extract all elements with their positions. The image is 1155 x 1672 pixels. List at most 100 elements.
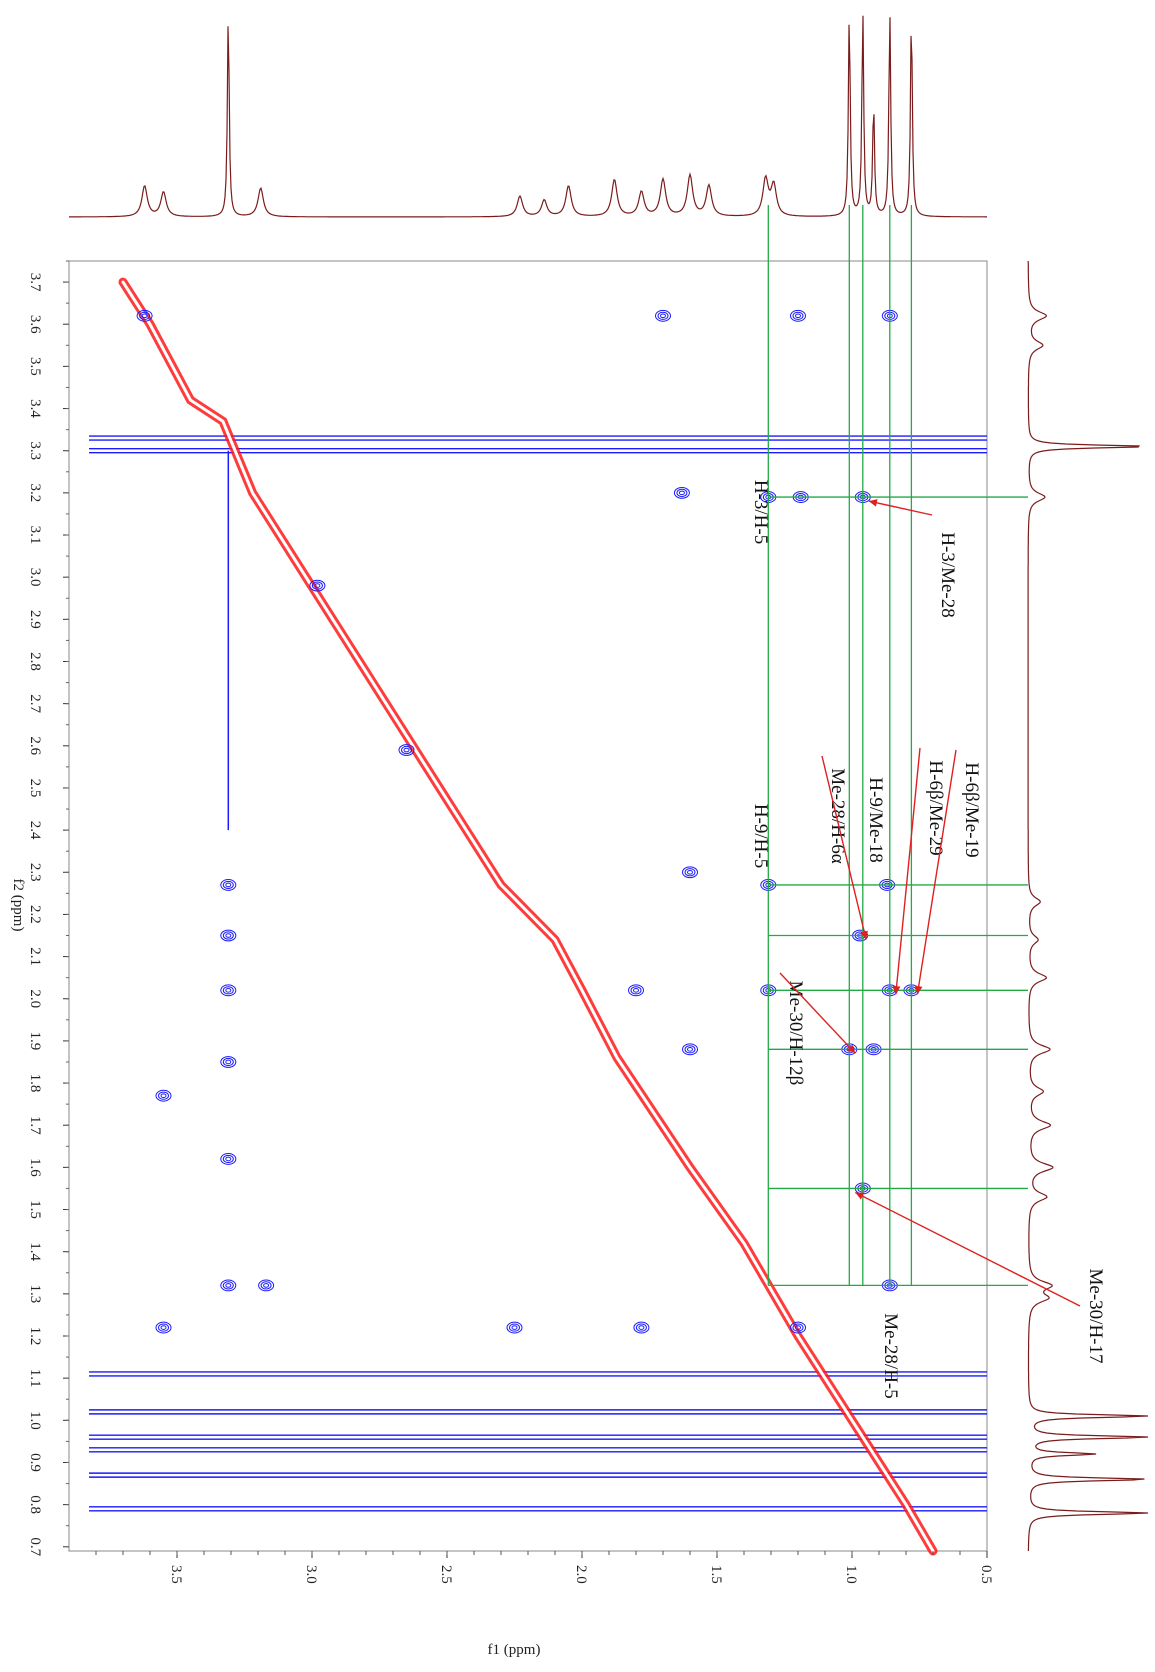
arrow-head bbox=[868, 499, 878, 507]
cross-peak bbox=[660, 313, 666, 319]
cross-peak bbox=[263, 1283, 270, 1288]
cross-peak bbox=[506, 1321, 523, 1334]
arrow-head bbox=[892, 985, 901, 995]
y-tick-label: 3.2 bbox=[27, 483, 43, 502]
f2-projection bbox=[1027, 261, 1149, 1551]
cross-peak bbox=[136, 309, 153, 322]
cross-peak bbox=[155, 1321, 172, 1334]
y-tick-label: 1.8 bbox=[27, 1074, 43, 1093]
annotation-label: Me-30/H-12β bbox=[785, 981, 806, 1086]
x-tick-label: 2.5 bbox=[438, 1565, 454, 1584]
cross-peak bbox=[225, 1059, 232, 1065]
cross-peaks bbox=[136, 309, 920, 1334]
y-tick-label: 2.9 bbox=[27, 610, 43, 629]
cross-peak bbox=[678, 490, 685, 496]
cross-peak bbox=[403, 747, 410, 753]
y-axis-title: f2 (ppm) bbox=[10, 879, 26, 932]
cross-peak bbox=[141, 313, 148, 319]
y-axis: 3.7 3.6 3.5 3.4 3.3 3.2 3.1 3.0 2.9 2.8 2.7 2.6 2.5 2… bbox=[27, 260, 69, 1557]
y-tick-label: 2.4 bbox=[27, 821, 43, 840]
cross-peak bbox=[222, 1057, 234, 1067]
y-tick-label: 1.0 bbox=[27, 1411, 43, 1430]
cross-peak bbox=[139, 311, 151, 320]
y-tick-label: 3.5 bbox=[27, 357, 43, 376]
annotation-label: H-6β/Me-29 bbox=[925, 760, 946, 855]
annotation-label: H-6β/Me-19 bbox=[961, 762, 982, 857]
y-tick-label: 3.0 bbox=[27, 568, 43, 587]
x-tick-label: 2.0 bbox=[573, 1565, 589, 1584]
y-tick-label: 1.9 bbox=[27, 1032, 43, 1051]
cross-peak bbox=[795, 313, 801, 319]
y-tick-label: 1.4 bbox=[27, 1242, 43, 1261]
diagonal-core bbox=[121, 280, 935, 1553]
cross-peak bbox=[790, 309, 806, 322]
y-tick-label: 2.0 bbox=[27, 989, 43, 1008]
cross-peak bbox=[633, 1321, 650, 1334]
cross-peak bbox=[511, 1325, 518, 1330]
y-tick-label: 2.8 bbox=[27, 652, 43, 671]
annotation-label: H-3/H-5 bbox=[750, 480, 771, 544]
cross-peak bbox=[309, 579, 326, 592]
x-tick-label: 0.5 bbox=[978, 1565, 994, 1584]
arrow-head bbox=[914, 985, 923, 995]
cross-peak bbox=[633, 988, 639, 993]
cross-peak bbox=[676, 488, 688, 497]
cross-peak bbox=[657, 311, 669, 320]
cross-peak bbox=[220, 1056, 237, 1068]
y-tick-label: 1.1 bbox=[27, 1369, 43, 1388]
cross-peak bbox=[258, 1279, 275, 1292]
cross-peak bbox=[673, 486, 690, 499]
annotation-arrow bbox=[868, 500, 933, 516]
y-tick-label: 3.3 bbox=[27, 441, 43, 460]
x-axis: 3.5 3.0 2.5 2.0 1.5 1.0 0.5 bbox=[95, 1551, 994, 1584]
cross-peak bbox=[220, 1153, 237, 1165]
cross-peak bbox=[222, 1281, 234, 1290]
cross-peak bbox=[260, 1281, 272, 1290]
cross-peak bbox=[630, 986, 642, 995]
cross-peak bbox=[160, 1325, 167, 1330]
cross-peak bbox=[682, 1043, 698, 1056]
assignment-guides bbox=[767, 205, 1028, 1287]
annotation-arrow bbox=[779, 972, 856, 1054]
y-tick-label: 2.1 bbox=[27, 947, 43, 966]
annotation-label: H-3/Me-28 bbox=[937, 532, 958, 617]
annotation-arrow bbox=[854, 1191, 1081, 1307]
diagonal bbox=[118, 277, 938, 1556]
y-tick-label: 1.6 bbox=[27, 1158, 43, 1177]
annotations: H-3/H-5H-3/Me-28H-9/H-5 Me-28/H-6α H-9/Me-… bbox=[750, 480, 1106, 1399]
y-tick-label: 3.1 bbox=[27, 526, 43, 545]
y-tick-label: 2.5 bbox=[27, 779, 43, 798]
cross-peak bbox=[635, 1323, 647, 1332]
cross-peak bbox=[792, 311, 804, 320]
annotation-label: H-9/H-5 bbox=[750, 804, 771, 868]
cross-peak bbox=[222, 880, 234, 890]
y-tick-label: 1.3 bbox=[27, 1284, 43, 1303]
cross-peak bbox=[225, 933, 232, 938]
y-tick-label: 2.2 bbox=[27, 905, 43, 924]
x-axis-title: f1 (ppm) bbox=[488, 1642, 541, 1658]
cross-peak bbox=[684, 1045, 696, 1054]
x-tick-label: 1.0 bbox=[843, 1565, 859, 1584]
cross-peak bbox=[311, 581, 323, 590]
x-tick-label: 3.5 bbox=[168, 1565, 184, 1584]
y-tick-label: 3.4 bbox=[27, 399, 43, 418]
annotation-label: Me-30/H-17 bbox=[1085, 1269, 1106, 1364]
cross-peak bbox=[509, 1323, 520, 1332]
y-tick-label: 0.9 bbox=[27, 1453, 43, 1472]
cross-peak bbox=[687, 869, 693, 875]
cross-peak bbox=[655, 309, 671, 322]
cross-peak bbox=[160, 1093, 167, 1099]
arrow-head bbox=[855, 1192, 865, 1200]
horizontal-ridges bbox=[89, 435, 987, 1512]
arrow-head bbox=[846, 1044, 856, 1054]
annotation-label: H-9/Me-18 bbox=[865, 777, 886, 862]
y-tick-label: 1.2 bbox=[27, 1327, 43, 1346]
cross-peak bbox=[158, 1323, 169, 1332]
cross-peak bbox=[220, 879, 237, 891]
annotation-arrow bbox=[821, 755, 867, 940]
x-tick-label: 3.0 bbox=[303, 1565, 319, 1584]
cross-peak bbox=[225, 1156, 232, 1162]
cross-peak bbox=[398, 744, 415, 756]
cross-peak bbox=[684, 868, 696, 877]
y-tick-label: 1.7 bbox=[27, 1116, 43, 1135]
